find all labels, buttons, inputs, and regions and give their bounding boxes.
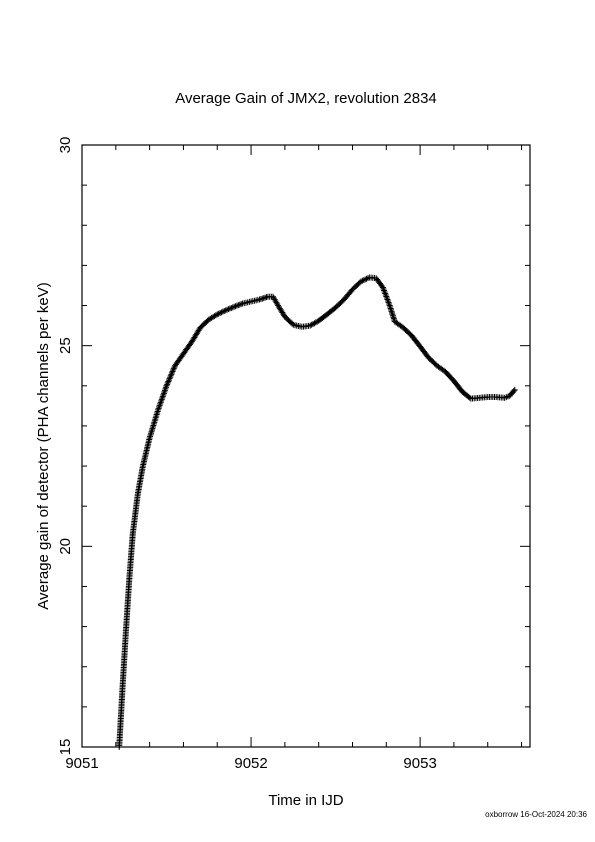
- data-point-interp: [156, 403, 163, 410]
- data-point-interp: [236, 301, 243, 308]
- data-point: [163, 382, 170, 389]
- data-point-interp: [169, 368, 176, 375]
- data-point: [511, 386, 518, 393]
- data-point-interp: [156, 402, 163, 409]
- data-point: [357, 278, 364, 285]
- data-point: [214, 311, 221, 318]
- data-point-interp: [170, 367, 177, 374]
- data-point-interp: [170, 365, 177, 372]
- chart-title: Average Gain of JMX2, revolution 2834: [175, 90, 437, 107]
- plot-frame: [81, 144, 531, 748]
- data-point-interp: [168, 369, 175, 376]
- data-point-interp: [360, 277, 367, 284]
- data-point-interp: [363, 275, 370, 282]
- data-point-interp: [158, 397, 165, 404]
- data-point-interp: [167, 374, 174, 381]
- y-tick-label: 25: [57, 337, 74, 354]
- x-tick-label: 9052: [234, 755, 267, 772]
- data-point-interp: [164, 379, 171, 386]
- data-point: [155, 406, 162, 413]
- data-point-interp: [362, 276, 369, 283]
- data-point-interp: [158, 396, 165, 403]
- data-point-interp: [165, 378, 172, 385]
- data-point-interp: [226, 305, 233, 312]
- data-point-interp: [168, 371, 175, 378]
- data-point-interp: [229, 304, 236, 311]
- data-point-interp: [157, 400, 164, 407]
- data-point-interp: [161, 388, 168, 395]
- data-point-interp: [232, 303, 239, 310]
- data-point-interp: [359, 277, 366, 284]
- data-point-interp: [159, 394, 166, 401]
- data-point-interp: [228, 304, 235, 311]
- tick-labels: 9051 9052 9053 15 20 25 30: [57, 137, 437, 772]
- data-point-interp: [225, 306, 232, 313]
- data-point-interp: [215, 310, 222, 317]
- data-point-interp: [166, 375, 173, 382]
- data-point-interp: [160, 391, 167, 398]
- data-point-interp: [218, 309, 225, 316]
- data-point-interp: [233, 302, 240, 309]
- y-axis-label: Average gain of detector (PHA channels p…: [35, 282, 52, 609]
- data-point-interp: [235, 302, 242, 309]
- data-point-interp: [157, 399, 164, 406]
- data-point-interp: [219, 308, 226, 315]
- y-tick-label: 15: [57, 739, 74, 756]
- data-point: [231, 303, 238, 310]
- data-point-interp: [466, 394, 473, 401]
- x-tick-label: 9051: [65, 755, 98, 772]
- y-tick-label: 30: [57, 137, 74, 154]
- data-point-interp: [165, 377, 172, 384]
- data-point-interp: [217, 310, 224, 317]
- data-point-interp: [164, 381, 171, 388]
- footer-stamp: oxborrow 16-Oct-2024 20:36: [485, 810, 587, 819]
- y-tick-label: 20: [57, 538, 74, 555]
- data-point-interp: [160, 390, 167, 397]
- data-point-interp: [224, 306, 231, 313]
- x-axis-label: Time in IJD: [268, 792, 343, 809]
- data-point-interp: [510, 388, 517, 395]
- data-point-interp: [155, 405, 162, 412]
- data-point: [222, 307, 229, 314]
- data-point-interp: [159, 393, 166, 400]
- data-point-interp: [238, 301, 245, 308]
- data-points: [116, 274, 518, 750]
- axis-ticks: [81, 144, 530, 748]
- data-point-interp: [161, 387, 168, 394]
- data-point-interp: [221, 308, 228, 315]
- data-point-interp: [167, 372, 174, 379]
- x-tick-label: 9053: [403, 755, 436, 772]
